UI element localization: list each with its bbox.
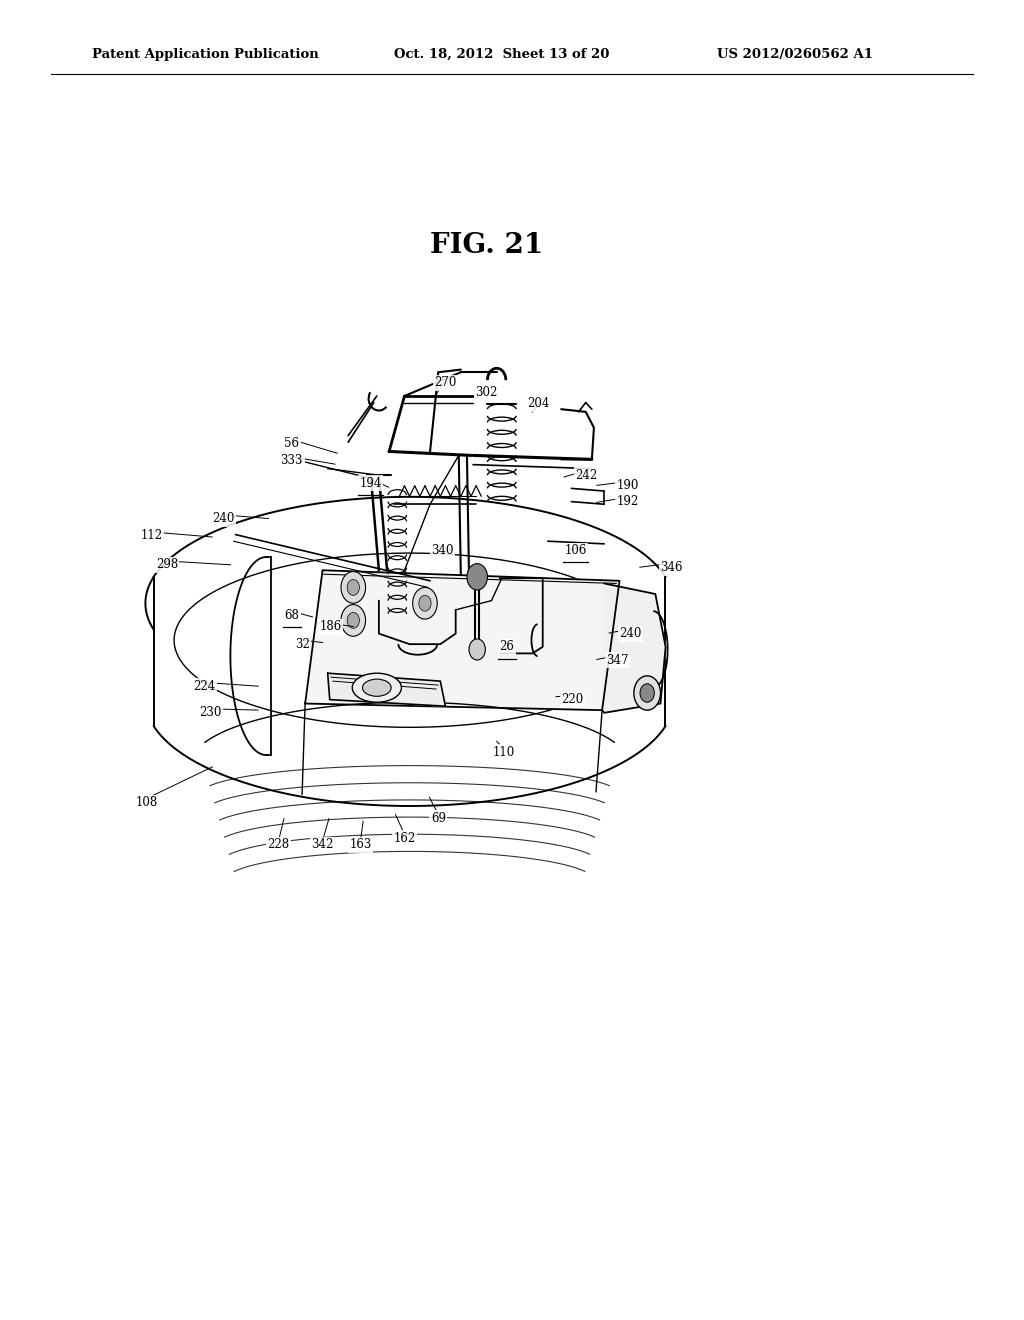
- Text: 26: 26: [500, 640, 514, 653]
- Text: FIG. 21: FIG. 21: [430, 232, 544, 260]
- Text: 333: 333: [281, 454, 303, 467]
- Text: 69: 69: [431, 812, 445, 825]
- Text: 228: 228: [267, 838, 290, 851]
- Text: Oct. 18, 2012  Sheet 13 of 20: Oct. 18, 2012 Sheet 13 of 20: [394, 48, 609, 61]
- Text: 186: 186: [319, 620, 342, 634]
- Text: 190: 190: [616, 479, 639, 492]
- Text: 112: 112: [140, 529, 163, 543]
- Ellipse shape: [352, 673, 401, 702]
- Polygon shape: [604, 583, 666, 713]
- Circle shape: [341, 572, 366, 603]
- Ellipse shape: [362, 678, 391, 697]
- Text: 68: 68: [285, 609, 299, 622]
- Text: 204: 204: [527, 397, 550, 411]
- Text: 106: 106: [564, 544, 587, 557]
- Text: 298: 298: [156, 558, 178, 572]
- Text: 220: 220: [561, 693, 584, 706]
- Text: 230: 230: [199, 706, 221, 719]
- Text: 342: 342: [311, 838, 334, 851]
- Text: 340: 340: [431, 544, 454, 557]
- Circle shape: [640, 684, 654, 702]
- Polygon shape: [328, 673, 445, 706]
- Text: 270: 270: [434, 376, 457, 389]
- Text: 240: 240: [620, 627, 642, 640]
- Text: 224: 224: [194, 680, 216, 693]
- Text: 108: 108: [135, 796, 158, 809]
- Text: 194: 194: [359, 477, 382, 490]
- Circle shape: [347, 612, 359, 628]
- Text: 32: 32: [295, 638, 309, 651]
- Text: 192: 192: [616, 495, 639, 508]
- Polygon shape: [305, 570, 620, 710]
- Text: US 2012/0260562 A1: US 2012/0260562 A1: [717, 48, 872, 61]
- Text: 163: 163: [349, 838, 372, 851]
- Text: 110: 110: [493, 746, 515, 759]
- Text: Patent Application Publication: Patent Application Publication: [92, 48, 318, 61]
- Circle shape: [469, 639, 485, 660]
- Text: 162: 162: [393, 832, 416, 845]
- Text: 302: 302: [475, 385, 498, 399]
- Circle shape: [634, 676, 660, 710]
- Text: 240: 240: [212, 512, 234, 525]
- Circle shape: [413, 587, 437, 619]
- Text: 242: 242: [575, 469, 598, 482]
- Text: 56: 56: [285, 437, 299, 450]
- Text: 347: 347: [606, 653, 629, 667]
- Circle shape: [467, 564, 487, 590]
- Circle shape: [347, 579, 359, 595]
- Text: 346: 346: [660, 561, 683, 574]
- Circle shape: [419, 595, 431, 611]
- Circle shape: [341, 605, 366, 636]
